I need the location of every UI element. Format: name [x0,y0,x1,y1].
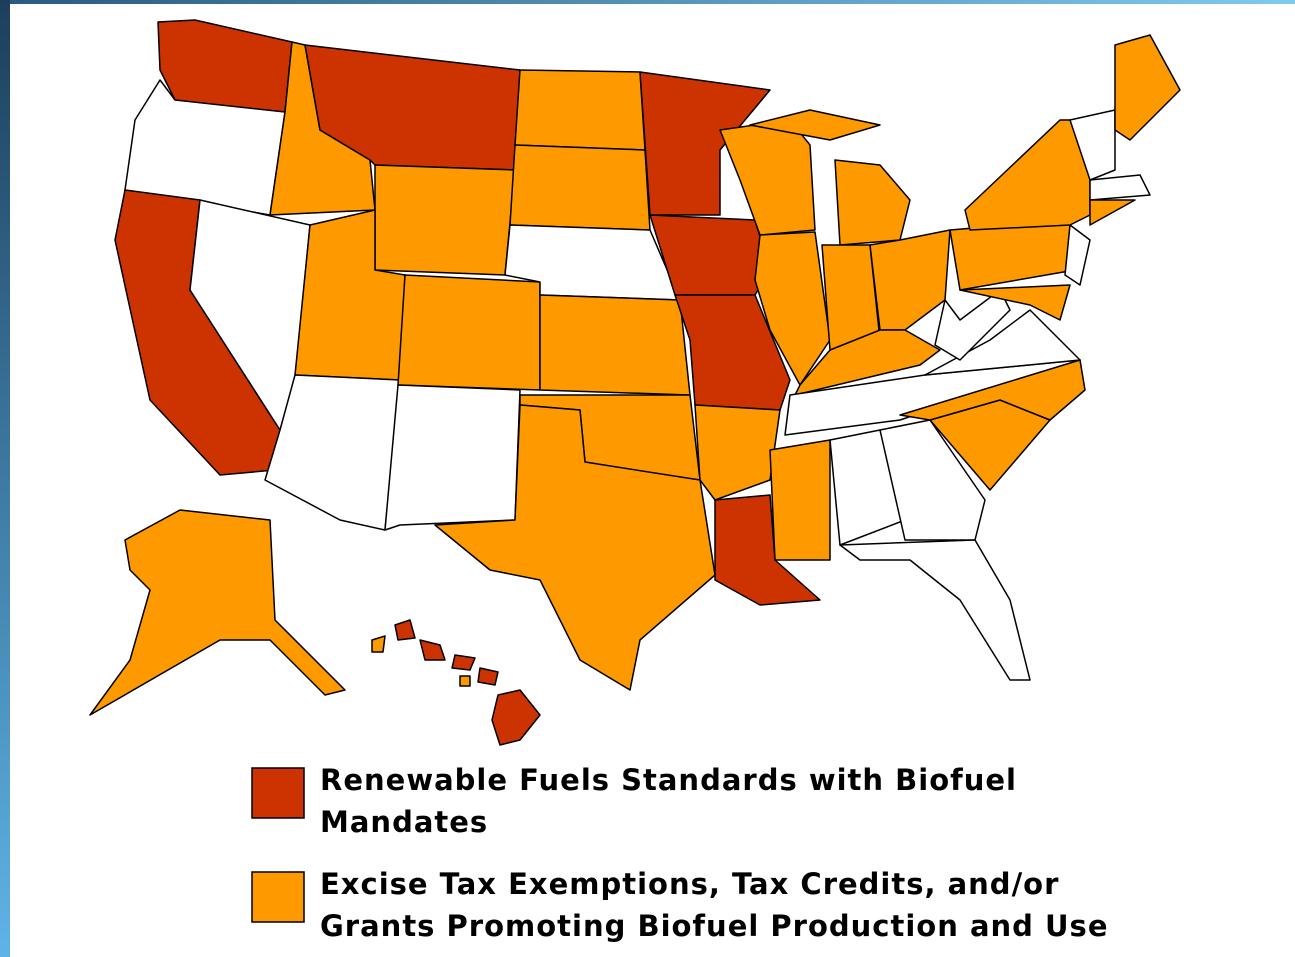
state [839,539,1031,681]
state [459,675,471,687]
left-border [0,0,10,957]
state [451,654,476,671]
state [794,329,941,396]
state [509,144,651,231]
legend-label: Renewable Fuels Standards with Biofuel [320,763,1017,797]
legend-swatch [251,767,305,819]
state [539,294,691,396]
state [964,119,1091,231]
us-map [89,19,1181,746]
state [419,639,446,661]
state [1064,224,1091,286]
state [1114,34,1181,141]
state [714,494,821,606]
legend-label: Mandates [320,805,488,839]
state [371,635,386,653]
state [749,109,881,141]
state [374,164,516,276]
state [491,689,541,746]
legend: Renewable Fuels Standards with Biofuel Ma… [251,763,1109,943]
state [869,229,951,331]
state [89,509,346,716]
top-border [0,0,1295,4]
state [769,439,831,561]
state [694,404,781,501]
state [1089,174,1151,201]
state [934,289,1011,361]
state [1069,109,1116,181]
state [1089,199,1136,226]
state [384,384,521,531]
state [639,71,771,216]
state [514,69,646,151]
state [397,274,541,391]
state [477,667,499,686]
legend-label: Excise Tax Exemptions, Tax Credits, and/… [320,867,1059,901]
state [949,219,1076,291]
state [434,404,716,691]
state [959,284,1071,321]
state [834,159,911,246]
legend-label: Grants Promoting Biofuel Production and … [320,909,1109,943]
state [879,419,986,541]
state [394,619,416,641]
legend-swatch [251,871,305,923]
state [157,19,293,113]
state [719,119,816,236]
